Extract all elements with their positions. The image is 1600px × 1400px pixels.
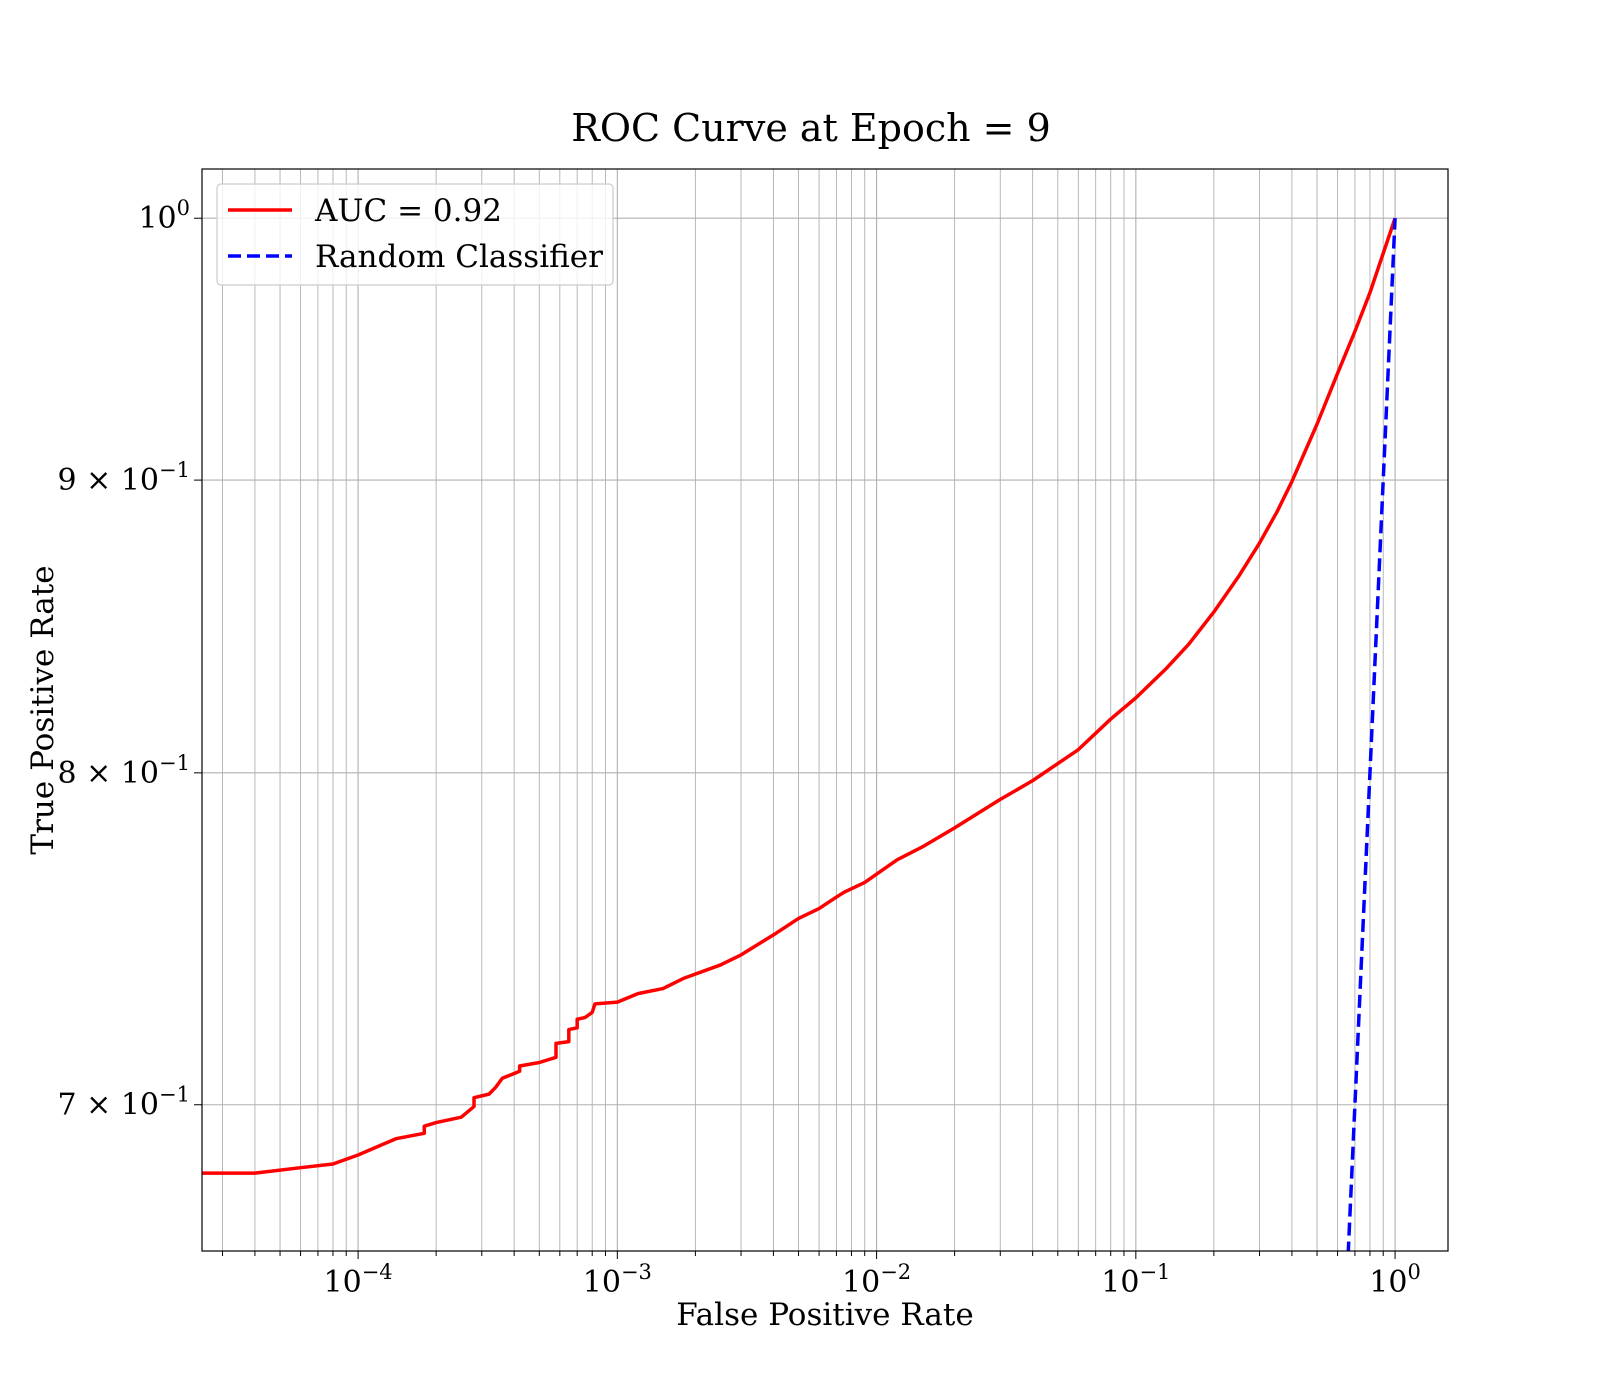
y-tick-label: 9 × 10−1 [58,458,190,498]
legend-label-random: Random Classifier [315,239,603,275]
plot-frame [201,168,1449,1252]
plot-series [202,217,1397,1251]
legend-label-auc: AUC = 0.92 [314,193,502,229]
legend: AUC = 0.92 Random Classifier [216,183,614,286]
grid-lines [202,169,1448,1251]
y-axis-label: True Positive Rate [25,565,61,854]
x-tick-label: 10−1 [1101,1260,1170,1300]
y-tick-label: 100 [138,196,190,236]
chart-title: ROC Curve at Epoch = 9 [571,106,1051,150]
x-tick-label: 100 [1369,1260,1421,1300]
x-axis-label: False Positive Rate [676,1297,973,1333]
axis-ticks: 7 × 10−1 8 × 10−1 9 × 10−1 100 10−4 10−3 10−2 1… [58,196,1421,1300]
series-line-random-classifier [1346,218,1397,1251]
y-tick-label: 7 × 10−1 [58,1083,190,1123]
series-line-roc [202,217,1397,1175]
x-tick-label: 10−3 [583,1260,652,1300]
y-tick-label: 8 × 10−1 [58,751,190,791]
legend-box [216,183,614,286]
x-tick-label: 10−4 [324,1260,393,1300]
x-tick-label: 10−2 [842,1260,911,1300]
